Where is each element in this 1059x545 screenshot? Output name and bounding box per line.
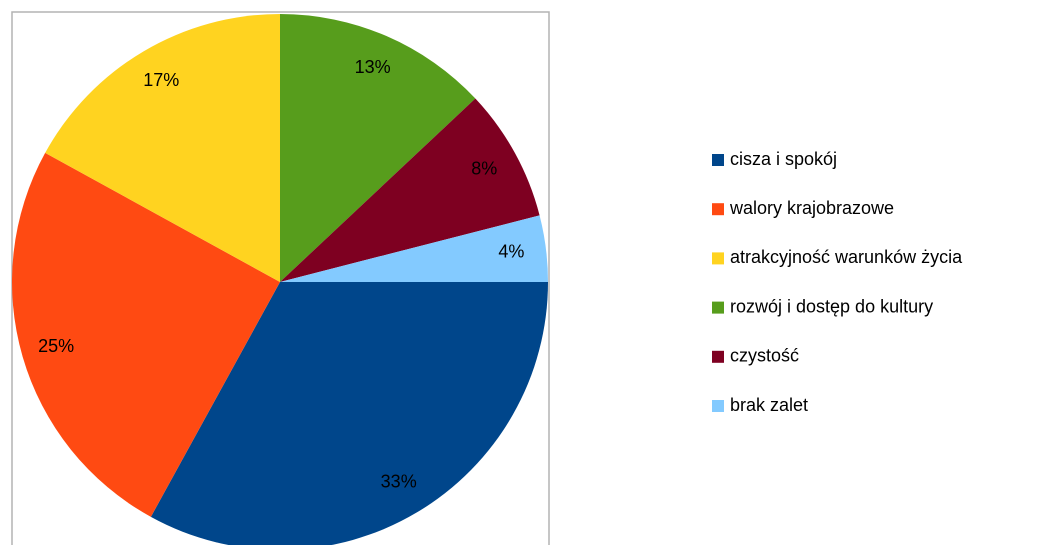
legend-label: rozwój i dostęp do kultury bbox=[730, 296, 933, 316]
value-label: 25% bbox=[38, 336, 74, 356]
legend-swatch bbox=[712, 301, 724, 314]
legend-swatch bbox=[712, 154, 724, 166]
legend-label: cisza i spokój bbox=[730, 149, 837, 169]
legend-label: atrakcyjność warunków życia bbox=[730, 247, 963, 267]
value-label: 4% bbox=[498, 242, 524, 262]
legend-label: walory krajobrazowe bbox=[729, 198, 894, 218]
legend-swatch bbox=[712, 350, 724, 363]
legend-swatch bbox=[712, 400, 724, 412]
legend-label: brak zalet bbox=[730, 395, 808, 415]
value-label: 13% bbox=[355, 57, 391, 77]
value-label: 17% bbox=[143, 70, 179, 90]
legend-swatch bbox=[712, 252, 724, 265]
value-label: 33% bbox=[381, 471, 417, 491]
legend-label: czystość bbox=[730, 346, 799, 366]
legend-swatch bbox=[712, 203, 724, 216]
value-label: 8% bbox=[471, 158, 497, 178]
pie-slice bbox=[280, 215, 548, 282]
pie-slice bbox=[11, 152, 281, 517]
pie-slice bbox=[280, 98, 540, 282]
pie-slice bbox=[45, 14, 280, 282]
pie-slice bbox=[150, 282, 548, 545]
plot-frame bbox=[11, 11, 550, 545]
pie-slice bbox=[280, 14, 476, 282]
